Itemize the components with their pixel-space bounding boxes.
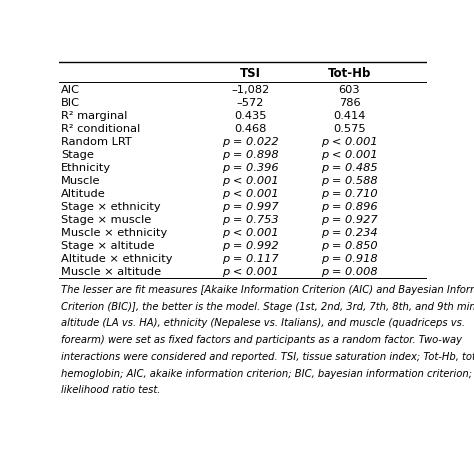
Text: forearm) were set as fixed factors and participants as a random factor. Two-way: forearm) were set as fixed factors and p… (61, 334, 462, 345)
Text: p = 0.918: p = 0.918 (321, 253, 378, 263)
Text: p = 0.896: p = 0.896 (321, 202, 378, 212)
Text: 0.575: 0.575 (333, 124, 366, 133)
Text: p = 0.588: p = 0.588 (321, 175, 378, 185)
Text: p < 0.001: p < 0.001 (321, 137, 378, 147)
Text: p < 0.001: p < 0.001 (321, 150, 378, 160)
Text: Muscle: Muscle (61, 175, 100, 185)
Text: The lesser are fit measures [Akaike Information Criterion (AIC) and Bayesian Inf: The lesser are fit measures [Akaike Info… (61, 285, 474, 295)
Text: hemoglobin; AIC, akaike information criterion; BIC, bayesian information criteri: hemoglobin; AIC, akaike information crit… (61, 368, 474, 377)
Text: p = 0.008: p = 0.008 (321, 267, 378, 276)
Text: Stage × muscle: Stage × muscle (61, 215, 151, 225)
Text: p < 0.001: p < 0.001 (222, 175, 279, 185)
Text: TSI: TSI (240, 67, 261, 80)
Text: interactions were considered and reported. TSI, tissue saturation index; Tot-Hb,: interactions were considered and reporte… (61, 351, 474, 361)
Text: p = 0.850: p = 0.850 (321, 240, 378, 251)
Text: Random LRT: Random LRT (61, 137, 132, 147)
Text: Muscle × altitude: Muscle × altitude (61, 267, 161, 276)
Text: p = 0.117: p = 0.117 (222, 253, 279, 263)
Text: Criterion (BIC)], the better is the model. Stage (1st, 2nd, 3rd, 7th, 8th, and 9: Criterion (BIC)], the better is the mode… (61, 301, 474, 311)
Text: altitude (LA vs. HA), ethnicity (Nepalese vs. Italians), and muscle (quadriceps : altitude (LA vs. HA), ethnicity (Nepales… (61, 318, 465, 328)
Text: Ethnicity: Ethnicity (61, 162, 111, 172)
Text: p < 0.001: p < 0.001 (222, 267, 279, 276)
Text: p = 0.022: p = 0.022 (222, 137, 279, 147)
Text: p = 0.396: p = 0.396 (222, 162, 279, 172)
Text: p = 0.898: p = 0.898 (222, 150, 279, 160)
Text: 0.468: 0.468 (234, 124, 266, 133)
Text: AIC: AIC (61, 84, 80, 94)
Text: p = 0.234: p = 0.234 (321, 228, 378, 238)
Text: p = 0.992: p = 0.992 (222, 240, 279, 251)
Text: 0.414: 0.414 (333, 110, 365, 120)
Text: likelihood ratio test.: likelihood ratio test. (61, 384, 161, 394)
Text: 0.435: 0.435 (234, 110, 266, 120)
Text: Altitude: Altitude (61, 189, 106, 198)
Text: Tot-Hb: Tot-Hb (328, 67, 371, 80)
Text: Stage × ethnicity: Stage × ethnicity (61, 202, 161, 212)
Text: 786: 786 (338, 97, 360, 107)
Text: –1,082: –1,082 (231, 84, 269, 94)
Text: R² marginal: R² marginal (61, 110, 128, 120)
Text: Altitude × ethnicity: Altitude × ethnicity (61, 253, 173, 263)
Text: p < 0.001: p < 0.001 (222, 228, 279, 238)
Text: p = 0.753: p = 0.753 (222, 215, 279, 225)
Text: R² conditional: R² conditional (61, 124, 140, 133)
Text: –572: –572 (237, 97, 264, 107)
Text: Muscle × ethnicity: Muscle × ethnicity (61, 228, 167, 238)
Text: p = 0.710: p = 0.710 (321, 189, 378, 198)
Text: p = 0.997: p = 0.997 (222, 202, 279, 212)
Text: p = 0.927: p = 0.927 (321, 215, 378, 225)
Text: p = 0.485: p = 0.485 (321, 162, 378, 172)
Text: p < 0.001: p < 0.001 (222, 189, 279, 198)
Text: 603: 603 (338, 84, 360, 94)
Text: Stage × altitude: Stage × altitude (61, 240, 155, 251)
Text: Stage: Stage (61, 150, 94, 160)
Text: BIC: BIC (61, 97, 80, 107)
